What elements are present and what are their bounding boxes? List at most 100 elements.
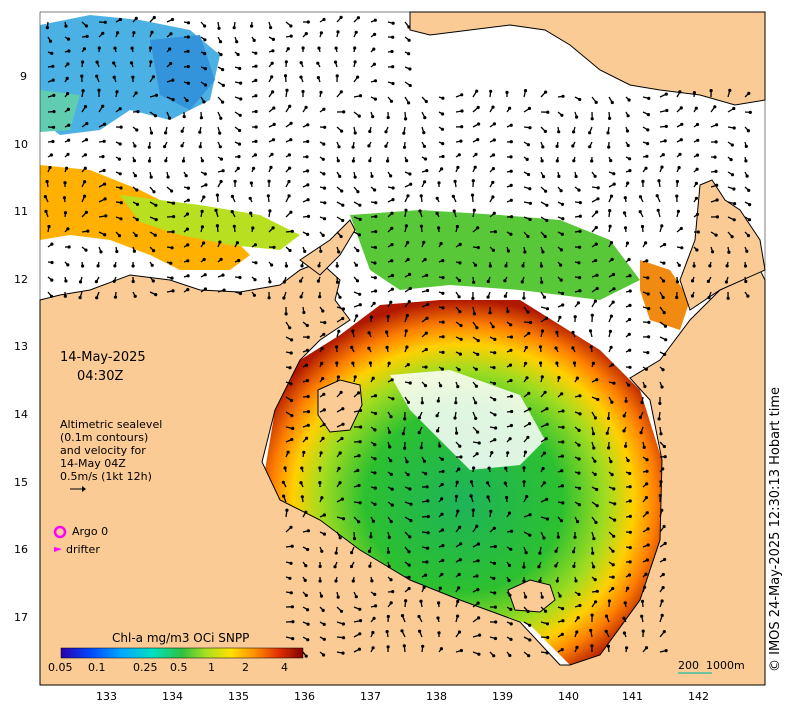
velocity-arrow-head [543, 129, 548, 133]
velocity-arrow-head [527, 654, 531, 658]
velocity-arrow-head [724, 280, 729, 284]
velocity-arrow-head [269, 26, 273, 30]
velocity-arrow-head [578, 214, 582, 218]
velocity-arrow-head [306, 198, 310, 202]
velocity-arrow-head [593, 416, 598, 420]
velocity-arrow-head [389, 415, 393, 419]
velocity-arrow-head [285, 508, 289, 512]
velocity-arrow-head [423, 180, 427, 184]
chl-west-band-inner [120, 195, 300, 250]
velocity-arrow-head [594, 520, 598, 525]
velocity-arrow-head [555, 144, 559, 148]
velocity-arrow-head [406, 400, 410, 404]
velocity-arrow-head [628, 274, 632, 278]
velocity-arrow-head [660, 613, 664, 618]
velocity-arrow-head [238, 66, 242, 71]
velocity-arrow-head [628, 499, 632, 503]
velocity-arrow-head [134, 16, 138, 20]
velocity-arrow-head [321, 309, 325, 313]
velocity-arrow-head [451, 194, 455, 198]
velocity-arrow-head [335, 74, 339, 78]
velocity-arrow-head [404, 599, 408, 603]
velocity-arrow-head [101, 104, 105, 108]
velocity-arrow-head [305, 323, 309, 328]
velocity-arrow-head [305, 348, 309, 352]
velocity-arrow-head [235, 40, 239, 44]
velocity-arrow-head [237, 155, 241, 159]
velocity-arrow-head [130, 46, 134, 50]
velocity-arrow-head [403, 446, 407, 450]
velocity-arrow-head [680, 246, 684, 250]
velocity-arrow-head [390, 503, 394, 507]
velocity-arrow-head [163, 145, 167, 149]
velocity-arrow-head [730, 143, 734, 147]
velocity-arrow-head [391, 397, 395, 401]
velocity-arrow-head [577, 592, 581, 597]
velocity-arrow-head [509, 547, 513, 551]
velocity-arrow-head [546, 635, 550, 640]
velocity-arrow-head [238, 275, 242, 280]
velocity-arrow-head [353, 375, 357, 379]
velocity-arrow-head [186, 198, 190, 202]
velocity-arrow-head [690, 279, 695, 283]
velocity-arrow-head [729, 158, 733, 162]
velocity-arrow-head [458, 525, 462, 529]
velocity-arrow-head [730, 173, 735, 177]
velocity-arrow-head [45, 179, 49, 184]
velocity-arrow-head [373, 592, 377, 597]
velocity-arrow-head [561, 94, 565, 98]
velocity-arrow-head [353, 175, 357, 179]
velocity-arrow-head [594, 242, 598, 246]
velocity-arrow-head [44, 209, 48, 213]
velocity-arrow-head [542, 481, 546, 485]
velocity-arrow-head [391, 65, 395, 69]
velocity-arrow-head [521, 264, 525, 268]
velocity-arrow-head [374, 201, 378, 205]
velocity-arrow-head [170, 246, 174, 250]
velocity-arrow-head [83, 105, 88, 109]
velocity-arrow-head [48, 165, 52, 170]
velocity-arrow-head [384, 144, 388, 148]
velocity-arrow-head [254, 94, 258, 98]
velocity-arrow-head [644, 166, 648, 170]
velocity-arrow-head [287, 153, 291, 157]
velocity-arrow-head [595, 589, 599, 593]
velocity-arrow-head [200, 209, 204, 213]
velocity-arrow-head [390, 273, 395, 278]
velocity-arrow-head [230, 194, 234, 198]
velocity-arrow-head [561, 607, 565, 611]
velocity-arrow-head [84, 138, 89, 142]
velocity-arrow-head [572, 130, 576, 134]
velocity-arrow-head [300, 466, 304, 470]
velocity-arrow-head [52, 125, 56, 129]
velocity-arrow-head [436, 399, 440, 403]
velocity-arrow-head [458, 352, 462, 356]
velocity-arrow-head [340, 436, 344, 441]
velocity-arrow-head [709, 89, 713, 93]
velocity-arrow-head [658, 401, 662, 405]
velocity-arrow-head [67, 49, 71, 53]
velocity-arrow-head [441, 259, 445, 263]
velocity-arrow-head [577, 188, 581, 192]
velocity-arrow-head [627, 98, 631, 102]
velocity-arrow-head [575, 376, 580, 380]
velocity-arrow-head [356, 249, 360, 253]
velocity-arrow-head [608, 329, 613, 333]
scale-label: 1000m [706, 659, 745, 672]
velocity-arrow-head [661, 572, 665, 577]
velocity-arrow-head [318, 579, 322, 583]
velocity-arrow-head [457, 153, 461, 157]
velocity-arrow-head [166, 175, 170, 179]
velocity-arrow-head [476, 246, 480, 250]
velocity-arrow-head [610, 400, 614, 404]
velocity-arrow-head [171, 201, 176, 205]
velocity-arrow-head [218, 240, 222, 244]
velocity-arrow-head [644, 496, 649, 500]
velocity-arrow-head [660, 385, 664, 389]
velocity-arrow-head [299, 481, 303, 485]
velocity-arrow-head [493, 337, 497, 341]
velocity-arrow-head [232, 26, 236, 30]
velocity-arrow-head [540, 280, 544, 284]
velocity-arrow-head [560, 232, 564, 236]
